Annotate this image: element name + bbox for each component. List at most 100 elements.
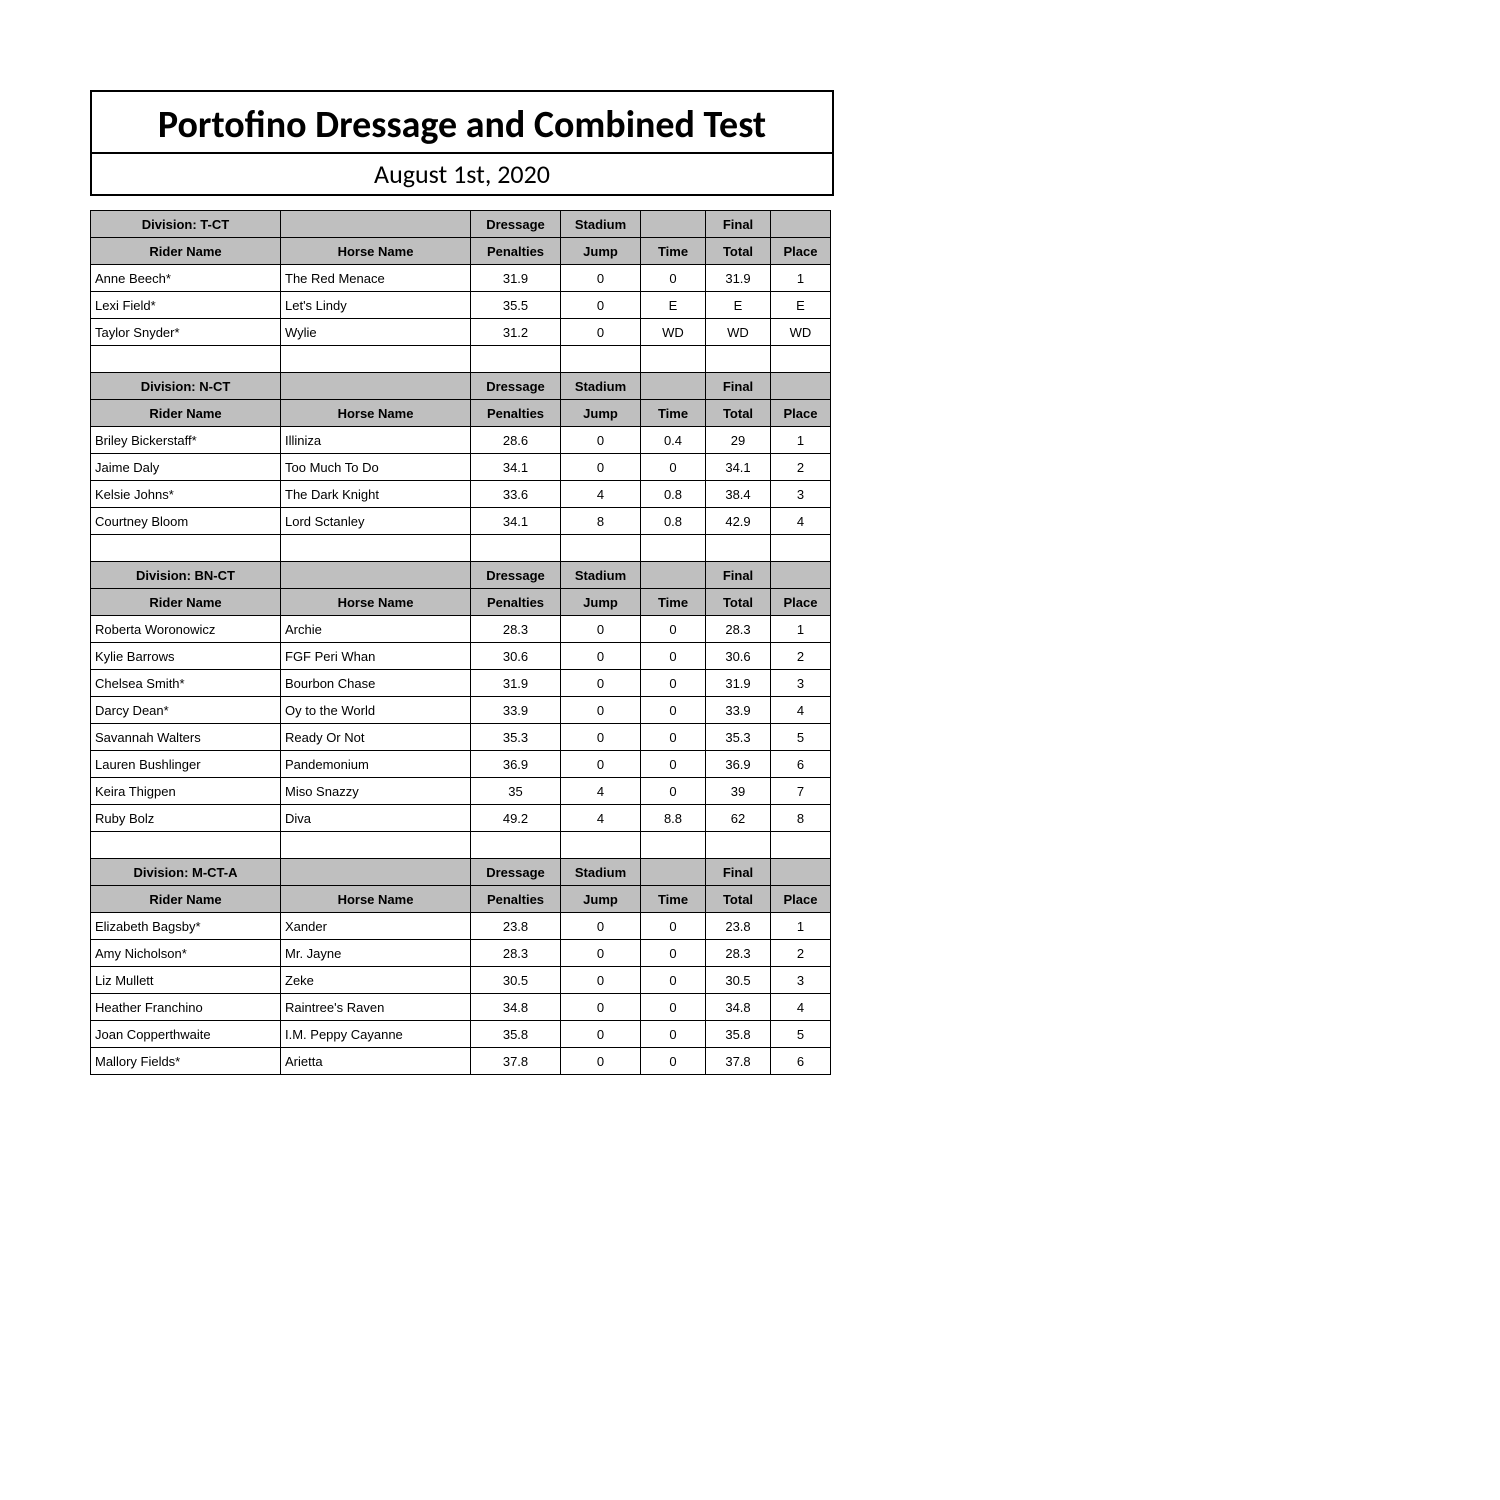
cell-jump: 4	[561, 778, 641, 805]
header-spacer	[641, 859, 706, 886]
col-dressage: Penalties	[471, 589, 561, 616]
cell-horse: Zeke	[281, 967, 471, 994]
cell-time: 0	[641, 670, 706, 697]
cell-total: 38.4	[706, 481, 771, 508]
cell-dressage: 31.9	[471, 265, 561, 292]
col-rider: Rider Name	[91, 238, 281, 265]
table-row: Lexi Field*Let's Lindy35.50EEE	[91, 292, 831, 319]
cell-dressage: 36.9	[471, 751, 561, 778]
cell-place: 3	[771, 967, 831, 994]
cell-rider: Anne Beech*	[91, 265, 281, 292]
col-horse: Horse Name	[281, 886, 471, 913]
cell-rider: Joan Copperthwaite	[91, 1021, 281, 1048]
separator-row	[91, 535, 831, 562]
cell-total: 29	[706, 427, 771, 454]
header-spacer	[771, 859, 831, 886]
separator-cell	[706, 346, 771, 373]
cell-place: 1	[771, 427, 831, 454]
cell-rider: Lexi Field*	[91, 292, 281, 319]
col-time: Time	[641, 589, 706, 616]
col-jump: Jump	[561, 238, 641, 265]
cell-total: 37.8	[706, 1048, 771, 1075]
cell-place: 1	[771, 616, 831, 643]
col-rider: Rider Name	[91, 400, 281, 427]
cell-rider: Heather Franchino	[91, 994, 281, 1021]
separator-cell	[561, 832, 641, 859]
cell-place: 2	[771, 454, 831, 481]
cell-place: E	[771, 292, 831, 319]
separator-cell	[91, 832, 281, 859]
separator-cell	[91, 535, 281, 562]
cell-horse: Bourbon Chase	[281, 670, 471, 697]
cell-time: 0	[641, 751, 706, 778]
header-spacer	[771, 562, 831, 589]
col-place: Place	[771, 589, 831, 616]
cell-total: 36.9	[706, 751, 771, 778]
column-header-row: Rider NameHorse NamePenaltiesJumpTimeTot…	[91, 400, 831, 427]
col-total: Total	[706, 400, 771, 427]
cell-dressage: 35.8	[471, 1021, 561, 1048]
cell-place: 5	[771, 724, 831, 751]
separator-cell	[471, 832, 561, 859]
cell-time: E	[641, 292, 706, 319]
table-row: Lauren BushlingerPandemonium36.90036.96	[91, 751, 831, 778]
cell-jump: 0	[561, 670, 641, 697]
page-date: August 1st, 2020	[92, 152, 832, 194]
cell-total: 23.8	[706, 913, 771, 940]
column-header-row: Rider NameHorse NamePenaltiesJumpTimeTot…	[91, 589, 831, 616]
cell-dressage: 49.2	[471, 805, 561, 832]
cell-place: 3	[771, 670, 831, 697]
cell-total: 30.5	[706, 967, 771, 994]
cell-horse: Lord Sctanley	[281, 508, 471, 535]
cell-place: 2	[771, 643, 831, 670]
cell-jump: 0	[561, 616, 641, 643]
header-spacer	[641, 373, 706, 400]
cell-rider: Roberta Woronowicz	[91, 616, 281, 643]
table-row: Ruby BolzDiva49.248.8628	[91, 805, 831, 832]
cell-rider: Briley Bickerstaff*	[91, 427, 281, 454]
cell-place: 1	[771, 913, 831, 940]
division-name: Division: N-CT	[91, 373, 281, 400]
separator-row	[91, 832, 831, 859]
table-row: Kylie BarrowsFGF Peri Whan30.60030.62	[91, 643, 831, 670]
header-spacer	[771, 211, 831, 238]
cell-horse: Xander	[281, 913, 471, 940]
cell-jump: 8	[561, 508, 641, 535]
cell-horse: Ready Or Not	[281, 724, 471, 751]
cell-time: WD	[641, 319, 706, 346]
cell-place: 2	[771, 940, 831, 967]
table-row: Roberta WoronowiczArchie28.30028.31	[91, 616, 831, 643]
cell-jump: 0	[561, 913, 641, 940]
cell-time: 0	[641, 1048, 706, 1075]
cell-jump: 0	[561, 697, 641, 724]
cell-rider: Kylie Barrows	[91, 643, 281, 670]
cell-dressage: 35.5	[471, 292, 561, 319]
separator-cell	[771, 346, 831, 373]
cell-place: 6	[771, 1048, 831, 1075]
cell-horse: Diva	[281, 805, 471, 832]
cell-dressage: 35.3	[471, 724, 561, 751]
col-horse: Horse Name	[281, 400, 471, 427]
cell-dressage: 34.1	[471, 454, 561, 481]
col-final-top: Final	[706, 373, 771, 400]
cell-time: 0	[641, 967, 706, 994]
col-place: Place	[771, 400, 831, 427]
cell-horse: Wylie	[281, 319, 471, 346]
title-container: Portofino Dressage and Combined Test Aug…	[90, 90, 834, 196]
col-stadium-top: Stadium	[561, 562, 641, 589]
col-jump: Jump	[561, 886, 641, 913]
cell-total: 35.8	[706, 1021, 771, 1048]
separator-cell	[561, 535, 641, 562]
col-dressage: Penalties	[471, 400, 561, 427]
separator-cell	[281, 535, 471, 562]
cell-jump: 0	[561, 292, 641, 319]
col-stadium-top: Stadium	[561, 859, 641, 886]
division-header-row: Division: M-CT-ADressageStadiumFinal	[91, 859, 831, 886]
cell-jump: 0	[561, 427, 641, 454]
cell-total: 31.9	[706, 265, 771, 292]
col-total: Total	[706, 886, 771, 913]
table-row: Taylor Snyder*Wylie31.20WDWDWD	[91, 319, 831, 346]
cell-dressage: 28.3	[471, 940, 561, 967]
cell-horse: Pandemonium	[281, 751, 471, 778]
cell-rider: Courtney Bloom	[91, 508, 281, 535]
